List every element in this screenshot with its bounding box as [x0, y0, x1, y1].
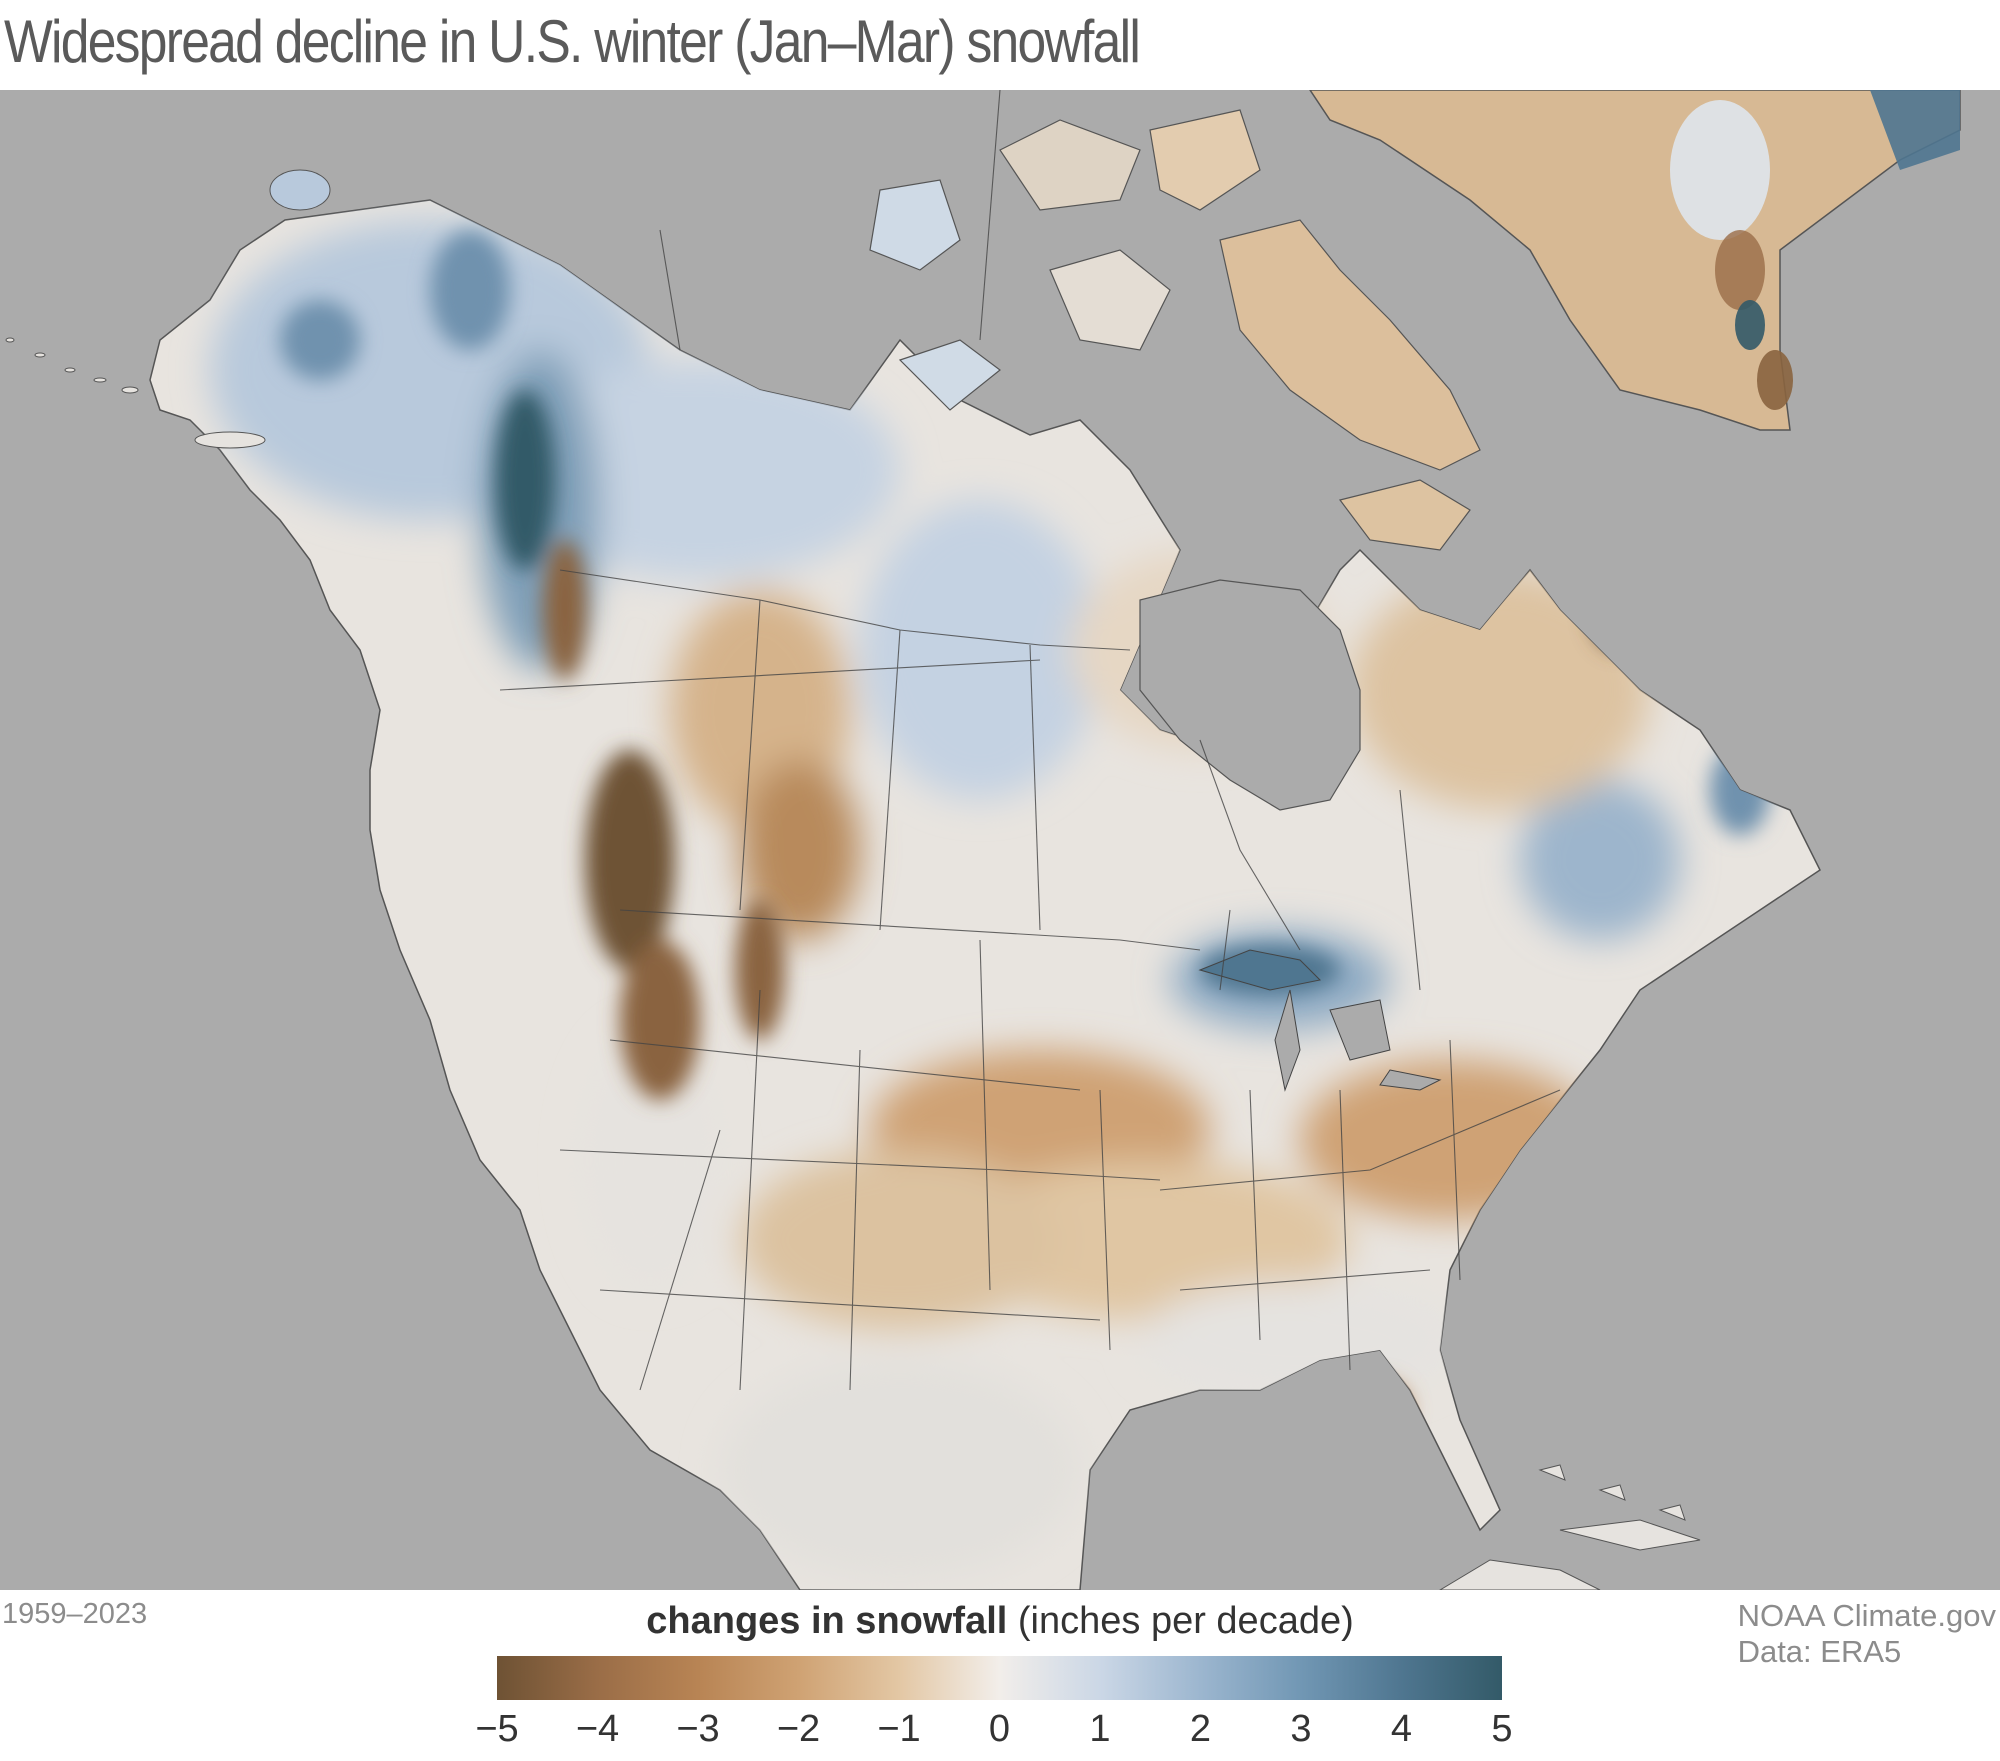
legend-tick: 2 — [1189, 1708, 1212, 1750]
credit: NOAA Climate.gov Data: ERA5 — [1738, 1598, 1996, 1670]
legend-tick: −1 — [877, 1708, 921, 1750]
legend-tick: −2 — [776, 1708, 821, 1750]
north-america-map — [5, 90, 1961, 1590]
legend-tick: 0 — [988, 1708, 1011, 1750]
arctic-islands — [869, 109, 1481, 551]
political-borders — [499, 90, 1561, 1391]
legend-tick: 5 — [1491, 1708, 1513, 1750]
map-area — [0, 90, 2000, 1590]
credit-source: NOAA Climate.gov — [1737, 1598, 1996, 1633]
legend-tick: −4 — [575, 1708, 620, 1750]
greenland — [1309, 90, 1961, 431]
legend-tick: 4 — [1390, 1708, 1413, 1750]
legend-tick: 3 — [1290, 1708, 1312, 1750]
caribbean-islands — [1439, 1464, 1701, 1590]
legend-title: changes in snowfall (inches per decade) — [0, 1600, 2000, 1643]
legend-tick: −5 — [475, 1708, 519, 1750]
period-label: 1959–2023 — [2, 1598, 148, 1630]
legend-tick: −3 — [676, 1708, 720, 1750]
legend-title-bold: changes in snowfall — [646, 1600, 1008, 1642]
legend-color-bar — [497, 1656, 1502, 1700]
credit-data: Data: ERA5 — [1737, 1634, 1902, 1669]
map-title: Widespread decline in U.S. winter (Jan–M… — [4, 8, 1141, 75]
hudson-bay — [1139, 579, 1361, 811]
legend-title-unit: (inches per decade) — [1017, 1600, 1354, 1642]
snowfall-change-field — [210, 220, 1770, 1580]
legend-tick: 1 — [1089, 1708, 1111, 1750]
aleutian-islands — [5, 169, 331, 449]
legend-ticks: −5 −4 −3 −2 −1 0 1 2 3 4 5 — [0, 1708, 2000, 1758]
great-lakes — [1198, 949, 1442, 1092]
